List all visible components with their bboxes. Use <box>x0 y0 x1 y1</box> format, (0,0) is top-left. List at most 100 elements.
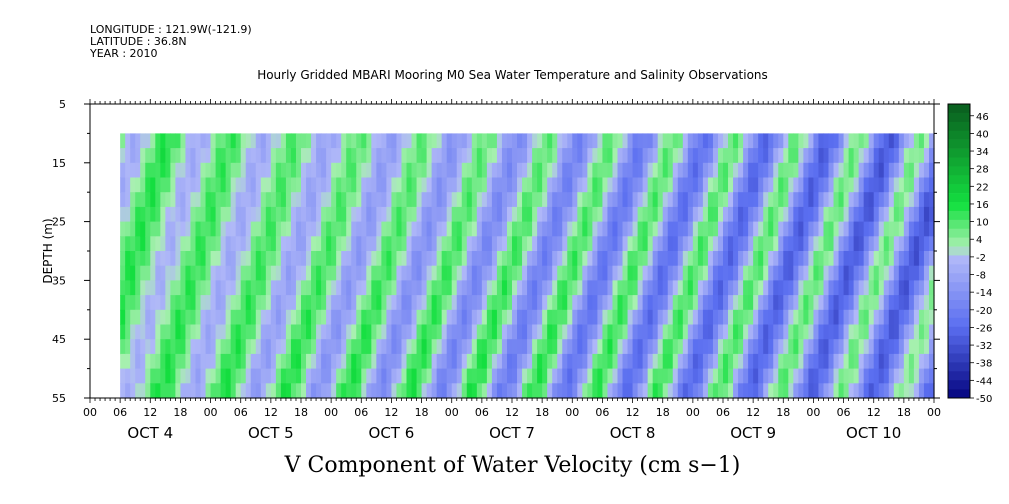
heatmap-cell <box>923 324 930 340</box>
heatmap-cell <box>416 353 423 370</box>
heatmap-cell <box>120 251 126 267</box>
heatmap-cell <box>230 236 237 252</box>
colorbar-swatch <box>948 326 970 336</box>
heatmap-cell <box>396 251 403 267</box>
heatmap-cell <box>200 221 207 237</box>
heatmap-cell <box>577 236 583 252</box>
heatmap-cell <box>743 265 749 281</box>
heatmap-cell <box>612 133 619 149</box>
heatmap-cell <box>582 368 588 384</box>
heatmap-cell <box>270 206 277 223</box>
heatmap-cell <box>160 206 166 223</box>
heatmap-cell <box>622 162 629 179</box>
heatmap-cell <box>888 177 895 193</box>
heatmap-cell <box>863 177 870 193</box>
colorbar-swatch <box>948 380 970 390</box>
heatmap-cell <box>160 353 166 370</box>
heatmap-cell <box>778 221 784 237</box>
heatmap-cell <box>652 206 659 223</box>
heatmap-cell <box>451 383 458 399</box>
heatmap-cell <box>863 251 870 267</box>
heatmap-cell <box>913 280 920 296</box>
heatmap-cell <box>120 353 126 370</box>
heatmap-cell <box>436 162 443 179</box>
heatmap-cell <box>572 339 578 355</box>
heatmap-cell <box>793 280 799 296</box>
heatmap-cell <box>622 280 629 296</box>
heatmap-cell <box>567 192 573 208</box>
heatmap-cell <box>868 192 875 208</box>
heatmap-cell <box>547 177 553 193</box>
heatmap-cell <box>547 368 553 384</box>
heatmap-cell <box>723 206 729 223</box>
heatmap-cell <box>280 251 287 267</box>
heatmap-cell <box>275 309 282 326</box>
heatmap-cell <box>707 353 714 370</box>
heatmap-cell <box>617 339 624 355</box>
heatmap-cell <box>301 221 307 237</box>
heatmap-cell <box>908 295 915 311</box>
heatmap-cell <box>496 221 503 237</box>
heatmap-cell <box>441 251 448 267</box>
heatmap-cell <box>537 251 543 267</box>
heatmap-cell <box>878 236 885 252</box>
heatmap-cell <box>431 133 438 149</box>
heatmap-cell <box>135 353 141 370</box>
heatmap-cell <box>833 221 840 237</box>
heatmap-cell <box>250 162 257 179</box>
heatmap-cell <box>512 221 518 237</box>
heatmap-cell <box>878 309 885 326</box>
heatmap-cell <box>245 339 252 355</box>
heatmap-cell <box>265 177 272 193</box>
heatmap-cell <box>733 177 739 193</box>
heatmap-cell <box>411 280 418 296</box>
heatmap-cell <box>868 177 875 193</box>
heatmap-cell <box>758 192 764 208</box>
heatmap-cell <box>868 295 875 311</box>
heatmap-cell <box>662 295 669 311</box>
heatmap-cell <box>366 162 372 179</box>
heatmap-cell <box>180 133 187 149</box>
heatmap-cell <box>436 368 443 384</box>
heatmap-cell <box>562 251 568 267</box>
heatmap-cell <box>170 162 176 179</box>
heatmap-cell <box>908 353 915 370</box>
heatmap-cell <box>848 383 855 399</box>
heatmap-cell <box>386 192 393 208</box>
heatmap-cell <box>476 148 483 164</box>
heatmap-cell <box>230 162 237 179</box>
heatmap-cell <box>662 177 669 193</box>
heatmap-cell <box>326 148 332 164</box>
heatmap-cell <box>210 353 217 370</box>
heatmap-cell <box>260 148 267 164</box>
heatmap-cell <box>245 265 252 281</box>
heatmap-cell <box>738 206 744 223</box>
heatmap-cell <box>306 133 312 149</box>
heatmap-cell <box>682 162 689 179</box>
heatmap-cell <box>280 353 287 370</box>
heatmap-cell <box>190 251 197 267</box>
heatmap-cell <box>205 295 212 311</box>
heatmap-cell <box>205 133 212 149</box>
heatmap-cell <box>185 339 192 355</box>
heatmap-cell <box>205 353 212 370</box>
heatmap-cell <box>627 148 634 164</box>
heatmap-cell <box>275 251 282 267</box>
heatmap-cell <box>210 383 217 399</box>
heatmap-cell <box>592 236 598 252</box>
heatmap-cell <box>743 251 749 267</box>
heatmap-cell <box>903 251 910 267</box>
heatmap-cell <box>120 265 126 281</box>
heatmap-cell <box>200 251 207 267</box>
heatmap-cell <box>316 368 322 384</box>
heatmap-cell <box>647 206 654 223</box>
heatmap-cell <box>773 148 779 164</box>
heatmap-cell <box>421 236 428 252</box>
heatmap-cell <box>396 280 403 296</box>
heatmap-cell <box>707 177 714 193</box>
heatmap-cell <box>461 383 468 399</box>
heatmap-cell <box>587 251 593 267</box>
heatmap-cell <box>928 206 935 223</box>
heatmap-cell <box>245 295 252 311</box>
heatmap-cell <box>517 383 523 399</box>
